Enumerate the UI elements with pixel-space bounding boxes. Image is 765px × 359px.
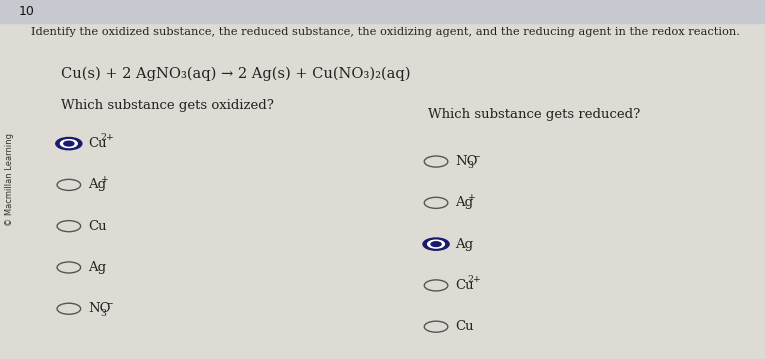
Text: NO: NO [88,302,110,315]
Text: Identify the oxidized substance, the reduced substance, the oxidizing agent, and: Identify the oxidized substance, the red… [31,27,740,37]
Text: 2+: 2+ [467,275,481,284]
Text: Cu: Cu [88,137,106,150]
Text: −: − [105,298,112,308]
Circle shape [63,141,74,146]
Text: 2+: 2+ [100,133,114,143]
Circle shape [423,238,449,250]
Text: Ag: Ag [455,238,474,251]
Text: NO: NO [455,155,477,168]
Text: Which substance gets oxidized?: Which substance gets oxidized? [61,99,274,112]
Text: 10: 10 [19,5,35,18]
Text: +: + [100,174,108,184]
Text: 3: 3 [100,308,106,318]
Circle shape [428,240,444,248]
Text: Ag: Ag [455,196,474,209]
Circle shape [60,140,77,148]
Text: Which substance gets reduced?: Which substance gets reduced? [428,108,640,121]
Text: Ag: Ag [88,261,106,274]
Text: +: + [467,192,475,202]
Circle shape [431,242,441,247]
Text: Ag: Ag [88,178,106,191]
Text: −: − [472,151,480,160]
Circle shape [56,137,82,150]
Text: © Macmillan Learning: © Macmillan Learning [5,133,14,226]
Text: Cu: Cu [88,220,106,233]
Text: Cu: Cu [455,320,474,333]
Text: Cu: Cu [455,279,474,292]
Bar [0,0,765,23]
Text: Cu(s) + 2 AgNO₃(aq) → 2 Ag(s) + Cu(NO₃)₂(aq): Cu(s) + 2 AgNO₃(aq) → 2 Ag(s) + Cu(NO₃)₂… [61,66,411,81]
Text: 3: 3 [467,161,474,171]
